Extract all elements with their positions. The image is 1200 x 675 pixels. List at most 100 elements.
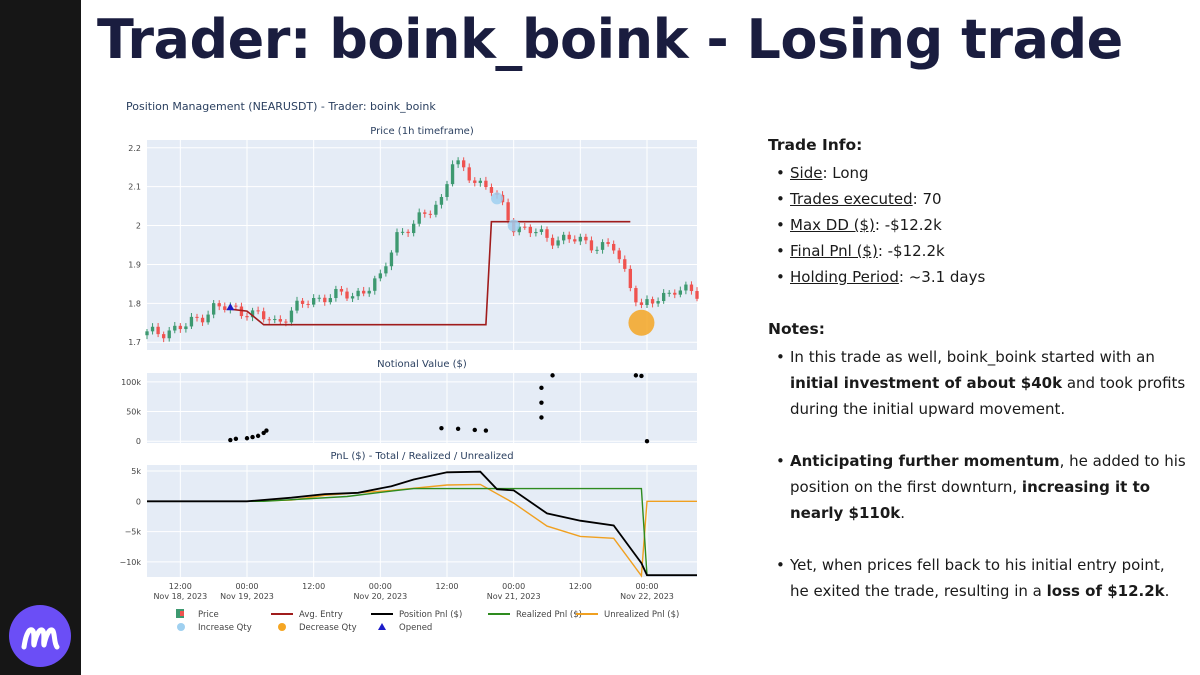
- notional-point: [233, 436, 239, 442]
- y-tick-label: 2.2: [128, 144, 141, 153]
- x-tick-label: 00:00: [369, 582, 392, 591]
- notional-point: [644, 439, 650, 444]
- notional-point: [483, 428, 489, 433]
- notional-point: [639, 373, 644, 379]
- candle-body: [678, 290, 682, 295]
- legend-label: Realized Pnl ($): [516, 610, 582, 620]
- candle-body: [367, 290, 371, 294]
- candle-body: [200, 317, 205, 323]
- candle-body: [623, 259, 627, 269]
- candle-body: [573, 239, 577, 242]
- legend-label: Decrease Qty: [299, 623, 357, 633]
- candle-body: [628, 268, 632, 289]
- candle-body: [595, 249, 599, 251]
- x-tick-label: Nov 22, 2023: [620, 592, 674, 601]
- side-value: : Long: [822, 164, 869, 182]
- y-tick-label: −10k: [119, 558, 141, 567]
- chart-title: Position Management (NEARUSDT) - Trader:…: [126, 100, 436, 113]
- brand-logo: [9, 605, 71, 667]
- candle-body: [212, 303, 216, 315]
- notional-point: [228, 437, 233, 443]
- notional-point: [250, 434, 255, 440]
- candle-body: [256, 310, 260, 312]
- side-label: Side: [790, 164, 823, 182]
- candle-body: [323, 297, 327, 303]
- plot-background: [147, 465, 697, 577]
- notes-section: Notes: In this trade as well, boink_boin…: [768, 320, 1188, 630]
- candle-body: [684, 284, 688, 291]
- candle-body: [284, 321, 288, 323]
- legend-label: Unrealized Pnl ($): [604, 610, 679, 620]
- notional-point: [550, 373, 555, 378]
- candle-body: [350, 296, 355, 299]
- position-pnl-line: [147, 470, 697, 577]
- notional-point: [255, 433, 261, 439]
- note-item: Yet, when prices fell back to his initia…: [776, 552, 1188, 604]
- notes-heading: Notes:: [768, 320, 825, 338]
- candle-body: [384, 266, 388, 274]
- trades-executed-label: Trades executed: [790, 190, 913, 208]
- candle-body: [206, 314, 210, 323]
- note-emphasis: initial investment of about $40k: [790, 374, 1063, 392]
- legend-label: Increase Qty: [198, 623, 252, 633]
- note-emphasis: increasing it to nearly $110k: [790, 478, 1151, 522]
- candle-body: [167, 330, 171, 339]
- note-item: In this trade as well, boink_boink start…: [776, 344, 1188, 422]
- x-tick-label: Nov 20, 2023: [353, 592, 407, 601]
- candle-body: [645, 299, 649, 306]
- candle-body: [400, 231, 405, 233]
- trade-info-item: Side: Long: [776, 160, 1188, 186]
- x-tick-label: 00:00: [635, 582, 658, 591]
- y-tick-label: 2: [136, 222, 141, 231]
- notional-point: [633, 373, 639, 378]
- notional-point: [244, 436, 250, 441]
- y-tick-label: 50k: [126, 408, 141, 417]
- candle-body: [578, 236, 582, 242]
- candle-body: [395, 232, 399, 253]
- y-tick-label: 0: [136, 437, 141, 446]
- trade-info-list: Side: Long Trades executed: 70 Max DD ($…: [768, 160, 1188, 290]
- position-management-figure: Position Management (NEARUSDT) - Trader:…: [119, 100, 699, 633]
- candle-body: [406, 231, 410, 234]
- candle-body: [634, 288, 638, 303]
- legend-swatch: [180, 611, 184, 616]
- final-pnl-label: Final Pnl ($): [790, 242, 878, 260]
- candle-body: [312, 298, 316, 305]
- candle-body: [300, 300, 305, 304]
- candle-body: [434, 204, 438, 215]
- candle-body: [317, 297, 321, 299]
- candle-body: [695, 291, 699, 299]
- candle-body: [456, 160, 460, 165]
- trade-info-section: Trade Info: Side: Long Trades executed: …: [768, 136, 1188, 290]
- candle-body: [423, 212, 427, 214]
- subplot-title: Notional Value ($): [377, 359, 467, 370]
- legend-label: Avg. Entry: [299, 610, 343, 620]
- trade-info-item: Max DD ($): -$12.2k: [776, 212, 1188, 238]
- candle-body: [334, 288, 338, 299]
- notional-point: [539, 385, 544, 391]
- candle-body: [550, 237, 555, 246]
- y-tick-label: 0: [136, 497, 141, 506]
- candle-body: [617, 250, 621, 260]
- note-emphasis: loss of $12.2k: [1046, 582, 1165, 600]
- trades-executed-value: : 70: [912, 190, 942, 208]
- candle-body: [612, 243, 616, 251]
- notes-list: In this trade as well, boink_boink start…: [768, 344, 1188, 604]
- notional-point: [455, 426, 461, 431]
- candle-body: [239, 306, 244, 317]
- plot-background: [147, 140, 697, 350]
- candle-body: [539, 229, 544, 232]
- candle-body: [534, 231, 538, 234]
- candle-body: [173, 325, 177, 331]
- subplot-title: PnL ($) - Total / Realized / Unrealized: [330, 451, 513, 462]
- candle-body: [484, 180, 488, 188]
- notional-point: [264, 428, 269, 433]
- candle-body: [600, 242, 605, 250]
- note-item: Anticipating further momentum, he added …: [776, 448, 1188, 526]
- notional-point: [472, 427, 477, 433]
- notional-point: [539, 415, 544, 420]
- legend-label: Opened: [399, 623, 432, 633]
- note-text: , he added to his position on the first …: [790, 452, 1186, 496]
- candle-body: [356, 290, 360, 297]
- candle-body: [473, 180, 477, 183]
